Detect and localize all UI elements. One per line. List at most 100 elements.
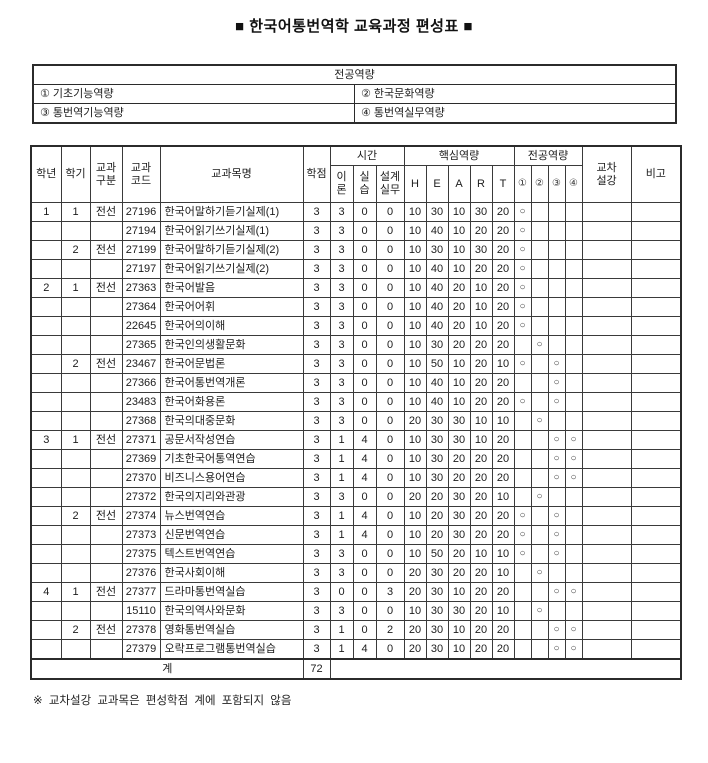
col-header-semester: 학기 — [60, 145, 91, 203]
cell-heart-r: 10 — [469, 544, 493, 564]
cell-major-2 — [530, 316, 549, 336]
cell-heart-a: 20 — [447, 335, 471, 355]
cell-time-theory: 0 — [329, 582, 354, 602]
cell-remarks — [630, 525, 682, 545]
cell-time-practice: 0 — [352, 620, 377, 640]
cell-heart-a: 20 — [447, 278, 471, 298]
cell-heart-h: 10 — [403, 221, 427, 241]
cell-heart-r: 20 — [469, 601, 493, 621]
curriculum-table: 학년 학기 교과 구분 교과 코드 교과목명 학점 시간 핵심역량 전공역량 교… — [30, 145, 683, 680]
cell-major-2 — [530, 202, 549, 222]
cell-heart-r: 10 — [469, 316, 493, 336]
major-competency-legend-table: 전공역량 ① 기초기능역량 ② 한국문화역량 ③ 통번역기능역량 ④ 통번역실무… — [32, 64, 677, 124]
cell-time-design: 0 — [375, 449, 405, 469]
cell-cross-listed — [581, 373, 632, 393]
cell-heart-a: 10 — [447, 373, 471, 393]
cell-major-3 — [547, 297, 566, 317]
cell-time-theory: 3 — [329, 544, 354, 564]
cell-course-type: 전선 — [89, 240, 123, 260]
cell-heart-e: 40 — [425, 392, 449, 412]
cell-semester — [60, 563, 91, 583]
cell-major-1 — [513, 487, 532, 507]
cell-cross-listed — [581, 487, 632, 507]
cell-heart-t: 20 — [491, 639, 515, 660]
cell-heart-r: 20 — [469, 506, 493, 526]
cell-course-code: 27371 — [121, 430, 161, 450]
col-header-heart-h: H — [403, 165, 427, 203]
cell-time-theory: 1 — [329, 506, 354, 526]
cell-major-2 — [530, 582, 549, 602]
cell-major-3: ○ — [547, 544, 566, 564]
cell-credits: 3 — [302, 316, 331, 336]
cell-major-1: ○ — [513, 240, 532, 260]
cell-heart-e: 20 — [425, 487, 449, 507]
cell-course-type: 전선 — [89, 582, 123, 602]
cell-heart-t: 20 — [491, 335, 515, 355]
cell-major-2 — [530, 392, 549, 412]
cell-course-type — [89, 487, 123, 507]
cell-major-1 — [513, 582, 532, 602]
legend-row: ③ 통번역기능역량 ④ 통번역실무역량 — [32, 103, 677, 124]
cell-heart-t: 10 — [491, 487, 515, 507]
cell-course-type — [89, 468, 123, 488]
cell-major-2 — [530, 525, 549, 545]
cell-heart-a: 10 — [447, 240, 471, 260]
course-row: 4 1 전선 27377 드라마통번역실습 3 0 0 3 20 30 10 20 20 ○ ○ — [30, 582, 682, 602]
col-header-heart-a: A — [447, 165, 471, 203]
cell-course-name: 비즈니스용어연습 — [159, 468, 304, 488]
cell-semester — [60, 373, 91, 393]
cell-heart-a: 30 — [447, 411, 471, 431]
cell-heart-a: 10 — [447, 202, 471, 222]
cell-cross-listed — [581, 259, 632, 279]
course-row: 15110 한국의역사와문화 3 3 0 0 10 30 30 20 10 ○ — [30, 601, 682, 621]
cell-heart-h: 10 — [403, 506, 427, 526]
cell-course-code: 27379 — [121, 639, 161, 660]
cell-course-name: 한국의역사와문화 — [159, 601, 304, 621]
cell-heart-e: 50 — [425, 544, 449, 564]
cell-credits: 3 — [302, 468, 331, 488]
cell-major-2 — [530, 221, 549, 241]
cell-credits: 3 — [302, 449, 331, 469]
cell-time-theory: 3 — [329, 373, 354, 393]
cell-course-name: 한국사회이해 — [159, 563, 304, 583]
cell-time-practice: 0 — [352, 392, 377, 412]
cell-time-design: 0 — [375, 202, 405, 222]
cell-semester: 1 — [60, 278, 91, 298]
cell-course-code: 27364 — [121, 297, 161, 317]
cell-time-design: 0 — [375, 525, 405, 545]
cell-heart-r: 20 — [469, 563, 493, 583]
cell-heart-r: 20 — [469, 354, 493, 374]
total-credits: 72 — [302, 658, 331, 680]
cell-course-type — [89, 373, 123, 393]
cell-time-theory: 3 — [329, 221, 354, 241]
header-group-row: 학년 학기 교과 구분 교과 코드 교과목명 학점 시간 핵심역량 전공역량 교… — [30, 145, 682, 203]
cell-time-design: 0 — [375, 430, 405, 450]
cell-heart-h: 10 — [403, 335, 427, 355]
cell-heart-e: 30 — [425, 335, 449, 355]
cell-heart-r: 20 — [469, 449, 493, 469]
cell-course-name: 한국어화용론 — [159, 392, 304, 412]
course-row: 27368 한국의대중문화 3 3 0 0 20 30 30 10 10 ○ — [30, 411, 682, 431]
cell-major-3 — [547, 411, 566, 431]
cell-course-type — [89, 297, 123, 317]
cell-grade — [30, 487, 62, 507]
cell-course-name: 한국의지리와관광 — [159, 487, 304, 507]
cell-time-practice: 4 — [352, 639, 377, 660]
cell-heart-e: 30 — [425, 639, 449, 660]
cell-major-3: ○ — [547, 392, 566, 412]
course-row: 27197 한국어읽기쓰기실제(2) 3 3 0 0 10 40 10 20 20 ○ — [30, 259, 682, 279]
cell-time-practice: 0 — [352, 563, 377, 583]
cell-cross-listed — [581, 354, 632, 374]
cell-remarks — [630, 335, 682, 355]
cell-time-design: 0 — [375, 506, 405, 526]
cell-heart-e: 30 — [425, 240, 449, 260]
cell-grade — [30, 316, 62, 336]
cell-semester: 2 — [60, 506, 91, 526]
col-header-credits: 학점 — [302, 145, 331, 203]
cell-heart-t: 20 — [491, 297, 515, 317]
cell-major-4: ○ — [564, 639, 583, 660]
cell-heart-t: 20 — [491, 240, 515, 260]
cell-time-design: 3 — [375, 582, 405, 602]
cell-grade — [30, 373, 62, 393]
cell-major-3: ○ — [547, 449, 566, 469]
